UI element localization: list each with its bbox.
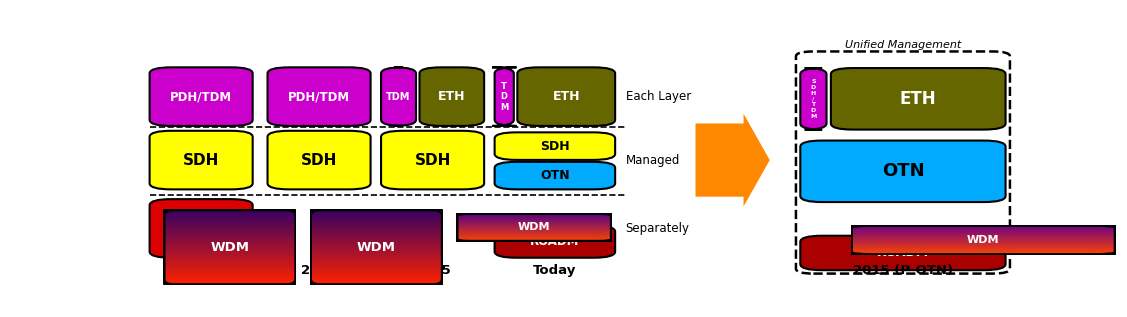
Text: 1550 nm: 1550 nm [172, 222, 230, 235]
Text: PDH/TDM: PDH/TDM [170, 90, 232, 103]
FancyBboxPatch shape [150, 199, 252, 258]
FancyBboxPatch shape [150, 67, 252, 126]
Text: SDH: SDH [183, 152, 220, 168]
FancyBboxPatch shape [800, 140, 1005, 202]
FancyBboxPatch shape [517, 67, 615, 126]
FancyBboxPatch shape [495, 133, 615, 160]
FancyArrow shape [695, 114, 770, 206]
Text: OTN: OTN [540, 169, 569, 182]
Text: TDM: TDM [387, 92, 410, 102]
Text: ROADM: ROADM [877, 246, 929, 259]
FancyBboxPatch shape [800, 236, 1005, 270]
Text: WDM: WDM [967, 235, 1000, 245]
Text: 1995: 1995 [183, 264, 220, 277]
Text: Separately: Separately [625, 222, 690, 235]
FancyBboxPatch shape [381, 67, 416, 126]
Text: WDM: WDM [357, 241, 396, 254]
Text: S
D
H
/
T
D
M: S D H / T D M [810, 79, 817, 119]
Text: SDH: SDH [301, 152, 337, 168]
Text: SDH: SDH [540, 139, 569, 152]
FancyBboxPatch shape [267, 67, 371, 126]
Text: ETH: ETH [438, 90, 465, 103]
Text: WDM: WDM [518, 223, 550, 232]
Text: Today: Today [533, 264, 577, 277]
FancyBboxPatch shape [495, 225, 615, 258]
Text: 2005: 2005 [415, 264, 451, 277]
FancyBboxPatch shape [267, 131, 371, 189]
FancyBboxPatch shape [831, 68, 1005, 130]
Text: ROADM: ROADM [530, 235, 579, 248]
Text: 2000: 2000 [301, 264, 337, 277]
FancyBboxPatch shape [495, 162, 615, 189]
Text: PDH/TDM: PDH/TDM [289, 90, 350, 103]
FancyBboxPatch shape [381, 131, 485, 189]
FancyBboxPatch shape [800, 68, 826, 130]
Text: ETH: ETH [900, 90, 937, 108]
Text: Unified Management: Unified Management [845, 40, 961, 50]
FancyBboxPatch shape [150, 131, 252, 189]
FancyBboxPatch shape [419, 67, 485, 126]
Text: 2015 (P-OTN): 2015 (P-OTN) [853, 264, 953, 277]
Text: OTN: OTN [881, 162, 924, 180]
Text: T
D
M: T D M [500, 82, 508, 112]
Text: Managed: Managed [625, 153, 680, 167]
Text: Each Layer: Each Layer [625, 90, 691, 103]
Text: WDM: WDM [211, 241, 249, 254]
FancyBboxPatch shape [492, 67, 516, 126]
Text: SDH: SDH [415, 152, 451, 168]
Text: ETH: ETH [552, 90, 580, 103]
